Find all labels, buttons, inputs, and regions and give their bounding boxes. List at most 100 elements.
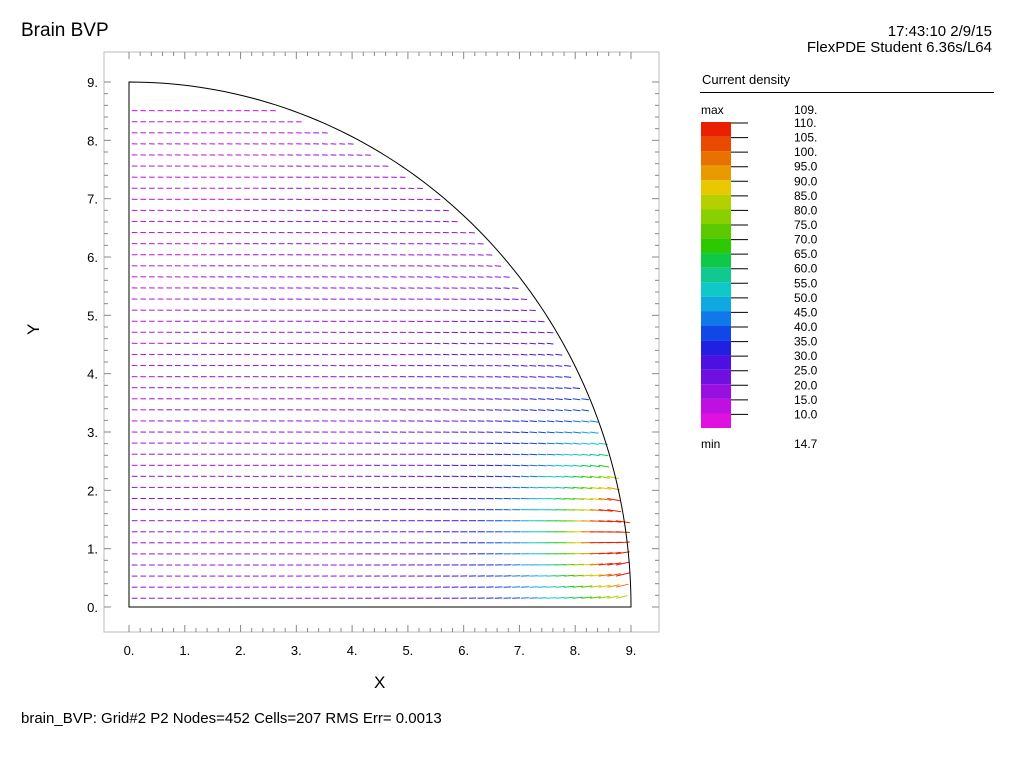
current-vector	[503, 431, 511, 433]
current-vector	[538, 353, 545, 356]
current-vector	[589, 442, 600, 445]
x-tick-label: 8.	[570, 643, 581, 658]
current-vector	[529, 365, 537, 367]
current-vector	[529, 597, 538, 599]
current-vector	[598, 552, 613, 555]
current-vector	[520, 431, 529, 434]
current-vector	[529, 420, 537, 422]
current-vector	[607, 551, 622, 555]
current-vector	[503, 309, 510, 312]
current-vector	[589, 498, 603, 501]
current-vector	[503, 298, 510, 300]
current-vector	[538, 586, 547, 588]
current-vector	[494, 331, 502, 334]
legend-swatch	[701, 413, 731, 428]
current-vector	[564, 420, 572, 423]
current-vector	[598, 453, 609, 457]
current-vector	[503, 331, 510, 334]
legend-swatch	[701, 282, 731, 297]
legend-level-label: 60.0	[794, 262, 818, 276]
current-vector	[581, 498, 594, 501]
x-tick-label: 4.	[347, 643, 358, 658]
y-tick-label: 9.	[87, 75, 98, 90]
current-vector	[572, 442, 582, 445]
current-vector	[529, 464, 538, 467]
product-version: FlexPDE Student 6.36s/L64	[806, 39, 992, 56]
legend-level-label: 55.0	[794, 276, 818, 290]
current-vector	[589, 420, 599, 423]
legend-level-label: 100.	[794, 145, 817, 159]
current-vector	[494, 420, 502, 422]
current-vector	[607, 486, 620, 491]
current-vector	[486, 331, 493, 334]
current-vector	[546, 498, 557, 500]
current-vector	[546, 464, 556, 467]
legend-swatch	[701, 311, 731, 326]
current-vector	[520, 597, 529, 599]
status-line: brain_BVP: Grid#2 P2 Nodes=452 Cells=207…	[21, 710, 442, 727]
legend-swatch	[701, 180, 731, 195]
current-vector	[503, 409, 511, 411]
current-vector	[503, 342, 511, 345]
current-vector	[538, 409, 546, 411]
current-vector	[572, 585, 584, 588]
current-vector	[615, 520, 630, 524]
current-vector	[538, 398, 546, 400]
current-vector	[555, 486, 566, 489]
current-vector	[546, 597, 556, 599]
legend-level-label: 90.0	[794, 174, 818, 188]
current-vector	[564, 387, 572, 389]
current-vector	[555, 597, 565, 599]
legend-swatch	[701, 165, 731, 181]
current-vector	[581, 420, 590, 423]
current-vector	[589, 596, 601, 599]
current-vector	[555, 353, 563, 356]
current-vector	[589, 453, 600, 457]
current-vector	[598, 573, 612, 577]
current-vector	[546, 398, 555, 400]
current-vector	[529, 331, 536, 334]
current-vector	[477, 342, 484, 345]
current-vector	[581, 453, 591, 456]
plot-frame	[103, 51, 660, 633]
legend-max-label: max	[701, 103, 724, 117]
legend-level-label: 80.0	[794, 203, 818, 217]
current-vector	[615, 583, 629, 588]
current-vector	[615, 561, 630, 566]
current-vector	[546, 376, 554, 378]
current-vector	[546, 486, 556, 489]
current-vector	[529, 398, 537, 400]
legend-level-label: 75.0	[794, 218, 818, 232]
y-axis-label: Y	[24, 323, 43, 335]
legend-level-label: 10.0	[794, 407, 818, 421]
current-vector	[546, 420, 555, 423]
current-vector	[512, 287, 519, 289]
current-vector	[546, 387, 554, 389]
y-tick-label: 7.	[87, 192, 98, 207]
legend-level-label: 50.0	[794, 291, 818, 305]
current-vector	[538, 597, 547, 599]
legend-level-label: 15.0	[794, 393, 818, 407]
current-vector	[572, 420, 581, 423]
legend-min-value: 14.7	[794, 437, 818, 451]
current-vector	[486, 409, 494, 411]
current-vector	[564, 398, 572, 401]
current-vector	[512, 353, 519, 356]
current-vector	[494, 353, 502, 356]
current-vector	[503, 287, 510, 289]
current-vector	[607, 498, 621, 502]
current-vector	[546, 431, 555, 434]
current-vector	[512, 376, 519, 378]
current-vector	[529, 453, 538, 456]
current-vector	[538, 387, 546, 389]
legend-min-label: min	[701, 437, 721, 451]
x-tick-label: 7.	[514, 643, 525, 658]
current-vector	[546, 586, 556, 588]
legend-swatch	[701, 369, 731, 385]
current-vector	[564, 376, 572, 378]
current-vector	[581, 409, 590, 412]
current-vector	[529, 442, 538, 445]
current-vector	[529, 320, 536, 323]
y-tick-label: 3.	[87, 425, 98, 440]
current-vector	[598, 520, 613, 523]
